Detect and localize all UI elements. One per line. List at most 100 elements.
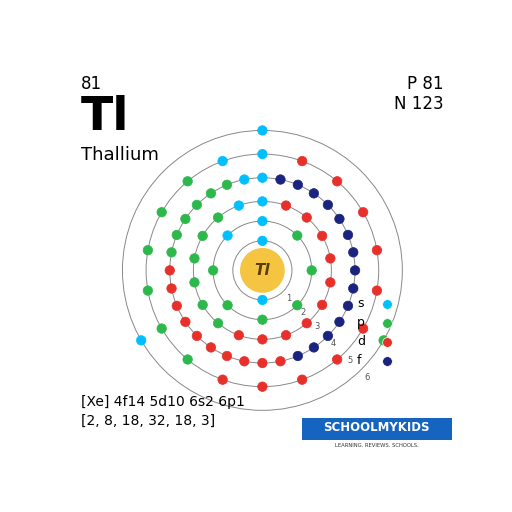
- Text: 4: 4: [331, 339, 336, 348]
- Circle shape: [258, 173, 267, 182]
- Text: Thallium: Thallium: [81, 146, 159, 164]
- Circle shape: [198, 300, 207, 310]
- Circle shape: [183, 355, 193, 364]
- Text: f: f: [357, 354, 361, 367]
- Circle shape: [258, 295, 267, 305]
- Circle shape: [350, 266, 360, 275]
- Text: s: s: [357, 297, 364, 310]
- Circle shape: [276, 356, 285, 366]
- Circle shape: [297, 375, 307, 385]
- Circle shape: [276, 175, 285, 184]
- Text: Tl: Tl: [254, 263, 270, 278]
- Circle shape: [258, 217, 267, 226]
- Circle shape: [335, 214, 344, 224]
- Circle shape: [309, 343, 318, 352]
- Circle shape: [190, 278, 199, 287]
- Circle shape: [218, 156, 227, 166]
- Text: [2, 8, 18, 32, 18, 3]: [2, 8, 18, 32, 18, 3]: [81, 414, 215, 428]
- Circle shape: [208, 266, 218, 275]
- Circle shape: [258, 126, 267, 135]
- Circle shape: [309, 188, 318, 198]
- Circle shape: [292, 231, 302, 240]
- Text: 3: 3: [314, 323, 319, 331]
- Circle shape: [240, 356, 249, 366]
- Text: d: d: [357, 335, 365, 348]
- Text: Tl: Tl: [81, 95, 130, 140]
- Circle shape: [302, 213, 311, 222]
- Circle shape: [222, 180, 231, 189]
- Circle shape: [181, 317, 190, 327]
- Text: [Xe] 4f14 5d10 6s2 6p1: [Xe] 4f14 5d10 6s2 6p1: [81, 395, 245, 409]
- Circle shape: [234, 330, 244, 340]
- Circle shape: [349, 248, 358, 257]
- Circle shape: [241, 249, 284, 292]
- Circle shape: [323, 331, 333, 340]
- Circle shape: [332, 177, 342, 186]
- Circle shape: [143, 286, 153, 295]
- Circle shape: [167, 284, 176, 293]
- Circle shape: [297, 156, 307, 166]
- Circle shape: [258, 358, 267, 368]
- Circle shape: [143, 245, 153, 255]
- Circle shape: [190, 253, 199, 263]
- Text: N 123: N 123: [394, 95, 444, 113]
- Circle shape: [343, 301, 353, 311]
- Circle shape: [317, 231, 327, 241]
- Circle shape: [157, 324, 166, 333]
- Text: p: p: [357, 316, 365, 329]
- Circle shape: [214, 318, 223, 328]
- Text: P 81: P 81: [407, 75, 444, 93]
- Circle shape: [198, 231, 207, 241]
- Circle shape: [223, 231, 232, 240]
- Circle shape: [167, 248, 176, 257]
- Circle shape: [372, 245, 381, 255]
- Circle shape: [343, 230, 353, 240]
- Circle shape: [323, 200, 333, 209]
- Circle shape: [302, 318, 311, 328]
- Circle shape: [349, 284, 358, 293]
- Text: 5: 5: [348, 356, 353, 365]
- Circle shape: [258, 236, 267, 246]
- Circle shape: [192, 331, 202, 340]
- Circle shape: [358, 207, 368, 217]
- Circle shape: [372, 286, 381, 295]
- Circle shape: [293, 180, 303, 189]
- Circle shape: [307, 266, 316, 275]
- Text: 81: 81: [81, 75, 102, 93]
- Circle shape: [172, 230, 182, 240]
- Circle shape: [258, 335, 267, 344]
- Circle shape: [181, 214, 190, 224]
- Circle shape: [137, 336, 146, 345]
- Circle shape: [358, 324, 368, 333]
- Circle shape: [258, 150, 267, 159]
- Circle shape: [335, 317, 344, 327]
- Circle shape: [240, 175, 249, 184]
- Circle shape: [222, 351, 231, 361]
- Circle shape: [281, 330, 291, 340]
- Circle shape: [332, 355, 342, 364]
- Circle shape: [292, 301, 302, 310]
- Circle shape: [172, 301, 182, 311]
- Circle shape: [258, 315, 267, 325]
- Circle shape: [258, 197, 267, 206]
- Circle shape: [183, 177, 193, 186]
- Circle shape: [192, 200, 202, 209]
- Circle shape: [223, 301, 232, 310]
- Circle shape: [234, 201, 244, 210]
- Circle shape: [206, 343, 216, 352]
- Text: 1: 1: [286, 294, 292, 304]
- Circle shape: [379, 336, 388, 345]
- Circle shape: [214, 213, 223, 222]
- Circle shape: [317, 300, 327, 310]
- Circle shape: [281, 201, 291, 210]
- Circle shape: [258, 382, 267, 391]
- Circle shape: [206, 188, 216, 198]
- Circle shape: [326, 278, 335, 287]
- Text: 6: 6: [365, 373, 370, 381]
- Circle shape: [326, 253, 335, 263]
- Circle shape: [293, 351, 303, 361]
- Circle shape: [218, 375, 227, 385]
- Text: 2: 2: [301, 308, 306, 317]
- Circle shape: [157, 207, 166, 217]
- Circle shape: [165, 266, 175, 275]
